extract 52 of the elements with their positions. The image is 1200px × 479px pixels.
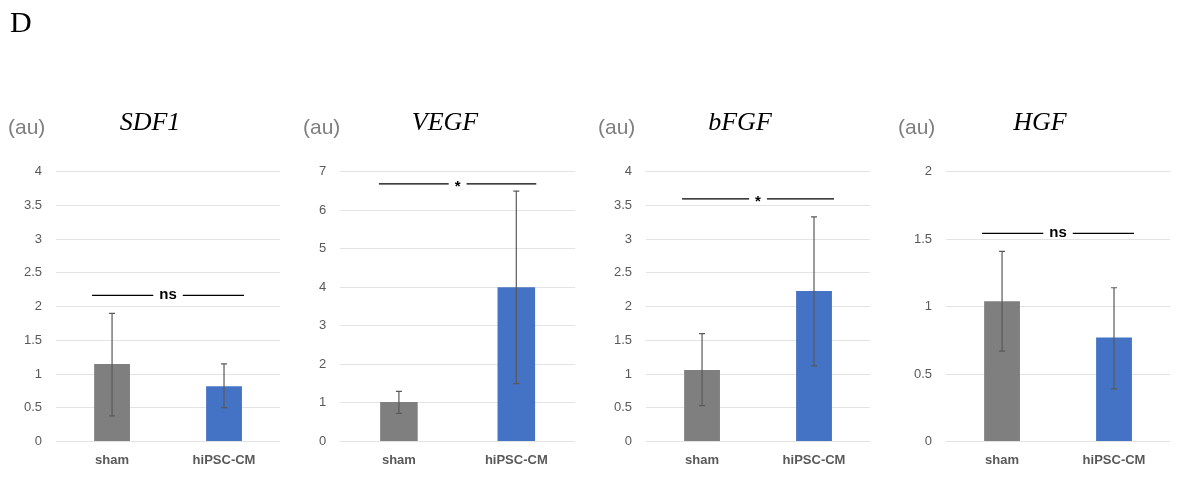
y-tick-label: 0.5 <box>613 399 633 415</box>
x-tick-label: sham <box>685 451 720 467</box>
y-tick-label: 4 <box>319 278 327 294</box>
y-tick-label: 2.5 <box>613 264 633 280</box>
annotation: * <box>755 192 762 210</box>
chart-title: SDF1 <box>119 107 181 136</box>
y-axis-title: (au) <box>8 115 46 139</box>
y-tick-label: 2.5 <box>23 264 43 280</box>
y-tick-label: 5 <box>319 240 327 256</box>
y-tick-label: 1 <box>624 365 633 381</box>
y-tick-label: 1.5 <box>613 331 633 347</box>
y-tick-label: 1.5 <box>913 230 933 246</box>
y-tick-label: 2 <box>924 163 933 179</box>
x-tick-label: hiPSC-CM <box>782 451 846 467</box>
y-axis-title: (au) <box>898 115 936 139</box>
x-tick-label: sham <box>381 451 416 467</box>
chart-title: bFGF <box>708 107 772 136</box>
y-tick-label: 0.5 <box>23 399 43 415</box>
y-tick-label: 3.5 <box>613 197 633 213</box>
x-tick-label: hiPSC-CM <box>192 451 256 467</box>
y-tick-label: 2 <box>624 298 633 314</box>
y-tick-label: 3.5 <box>23 197 43 213</box>
chart-title: VEGF <box>411 107 479 136</box>
y-tick-label: 1 <box>34 365 43 381</box>
y-axis-title: (au) <box>303 115 341 139</box>
y-tick-label: 0 <box>319 432 327 448</box>
text: D <box>10 5 32 39</box>
y-tick-label: 0 <box>34 432 43 448</box>
y-tick-label: 1.5 <box>23 331 43 347</box>
chart-title: HGF <box>1013 107 1067 136</box>
y-tick-label: 3 <box>624 230 633 246</box>
y-tick-label: 2 <box>319 355 327 371</box>
annotation: ns <box>1049 223 1067 241</box>
y-tick-label: 1 <box>924 298 933 314</box>
y-tick-label: 7 <box>319 163 327 179</box>
x-tick-label: hiPSC-CM <box>484 451 548 467</box>
y-tick-label: 0 <box>624 432 633 448</box>
x-tick-label: hiPSC-CM <box>1082 451 1146 467</box>
y-tick-label: 3 <box>319 317 327 333</box>
annotation: * <box>454 176 461 194</box>
annotation: ns <box>159 285 177 303</box>
y-tick-label: 0.5 <box>913 365 933 381</box>
y-tick-label: 4 <box>34 163 43 179</box>
y-tick-label: 6 <box>319 201 327 217</box>
y-axis-title: (au) <box>598 115 636 139</box>
y-tick-label: 4 <box>624 163 633 179</box>
y-tick-label: 0 <box>924 432 933 448</box>
y-tick-label: 3 <box>34 230 43 246</box>
y-tick-label: 1 <box>319 394 327 410</box>
x-tick-label: sham <box>95 451 130 467</box>
x-tick-label: sham <box>985 451 1020 467</box>
y-tick-label: 2 <box>34 298 43 314</box>
